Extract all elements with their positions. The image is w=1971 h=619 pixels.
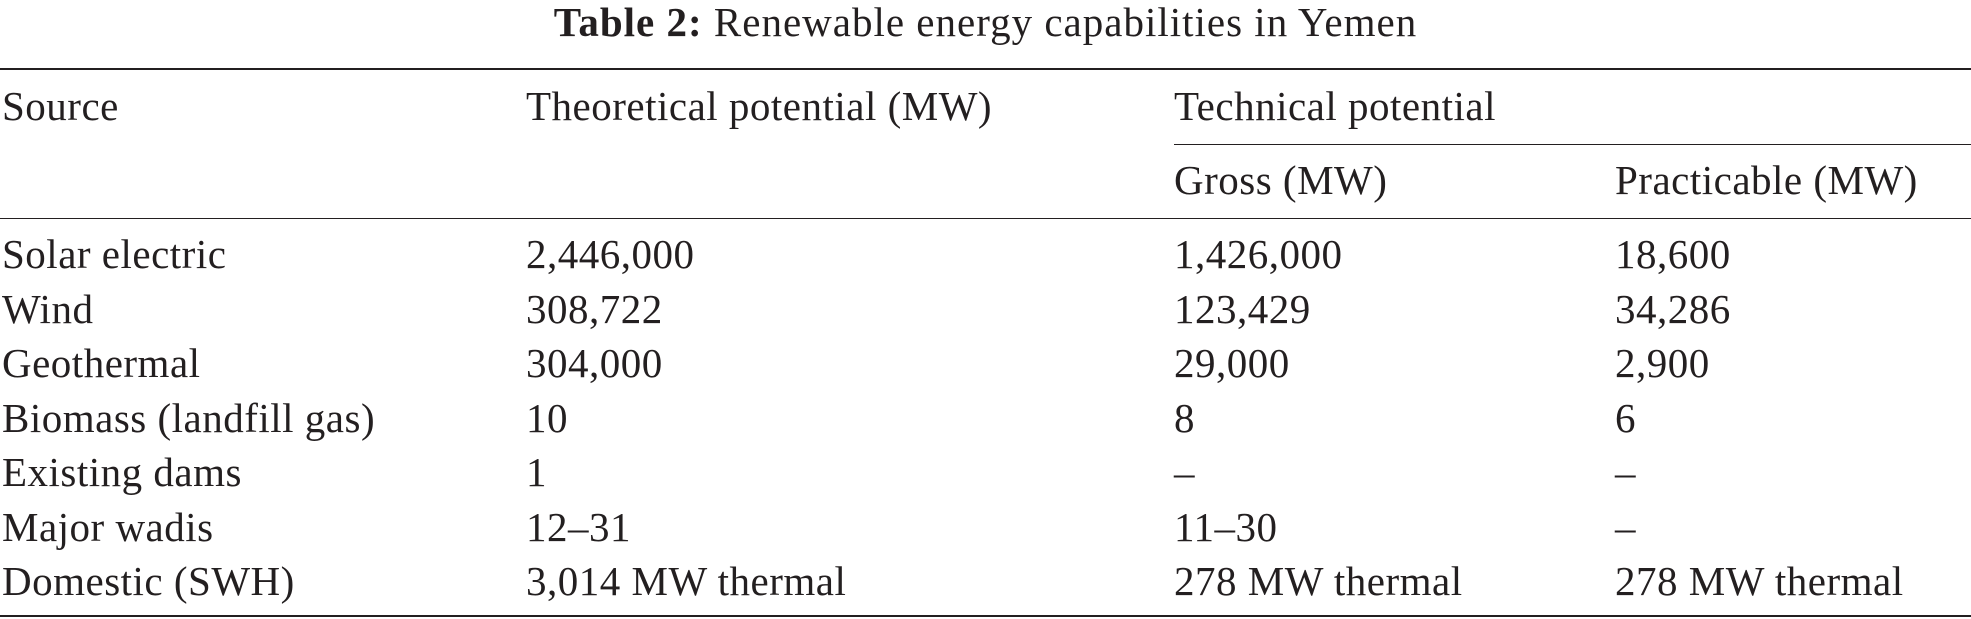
cell-practicable: 278 MW thermal <box>1615 558 1904 604</box>
cell-theoretical: 12–31 <box>526 504 631 550</box>
table-title-text: Renewable energy capabilities in Yemen <box>713 0 1418 45</box>
cell-practicable: 18,600 <box>1615 231 1731 277</box>
cell-theoretical: 3,014 MW thermal <box>526 558 847 604</box>
cell-gross: 278 MW thermal <box>1174 558 1463 604</box>
cell-practicable: – <box>1615 504 1636 550</box>
cell-theoretical: 1 <box>526 449 547 495</box>
cell-source: Existing dams <box>2 449 242 495</box>
cell-source: Geothermal <box>2 340 201 386</box>
cell-theoretical: 308,722 <box>526 286 663 332</box>
bottom-rule <box>0 615 1971 617</box>
cell-practicable: – <box>1615 449 1636 495</box>
cell-gross: 1,426,000 <box>1174 231 1343 277</box>
cell-theoretical: 2,446,000 <box>526 231 695 277</box>
cell-source: Solar electric <box>2 231 227 277</box>
header-technical: Technical potential <box>1174 83 1496 129</box>
cell-gross: 8 <box>1174 395 1195 441</box>
top-rule <box>0 68 1971 70</box>
cell-source: Biomass (landfill gas) <box>2 395 376 441</box>
header-gross: Gross (MW) <box>1174 157 1388 203</box>
cell-source: Domestic (SWH) <box>2 558 295 604</box>
technical-span-rule <box>1174 144 1971 145</box>
header-theoretical: Theoretical potential (MW) <box>526 83 993 129</box>
cell-gross: – <box>1174 449 1195 495</box>
cell-theoretical: 304,000 <box>526 340 663 386</box>
header-source: Source <box>2 83 119 129</box>
table-title-label: Table 2: <box>553 0 703 45</box>
cell-source: Wind <box>2 286 94 332</box>
cell-practicable: 6 <box>1615 395 1636 441</box>
cell-practicable: 2,900 <box>1615 340 1710 386</box>
table-title: Table 2: Renewable energy capabilities i… <box>0 0 1971 44</box>
cell-gross: 11–30 <box>1174 504 1278 550</box>
cell-theoretical: 10 <box>526 395 568 441</box>
header-practicable: Practicable (MW) <box>1615 157 1918 203</box>
header-bottom-rule <box>0 218 1971 219</box>
cell-gross: 29,000 <box>1174 340 1290 386</box>
cell-practicable: 34,286 <box>1615 286 1731 332</box>
cell-source: Major wadis <box>2 504 214 550</box>
cell-gross: 123,429 <box>1174 286 1311 332</box>
